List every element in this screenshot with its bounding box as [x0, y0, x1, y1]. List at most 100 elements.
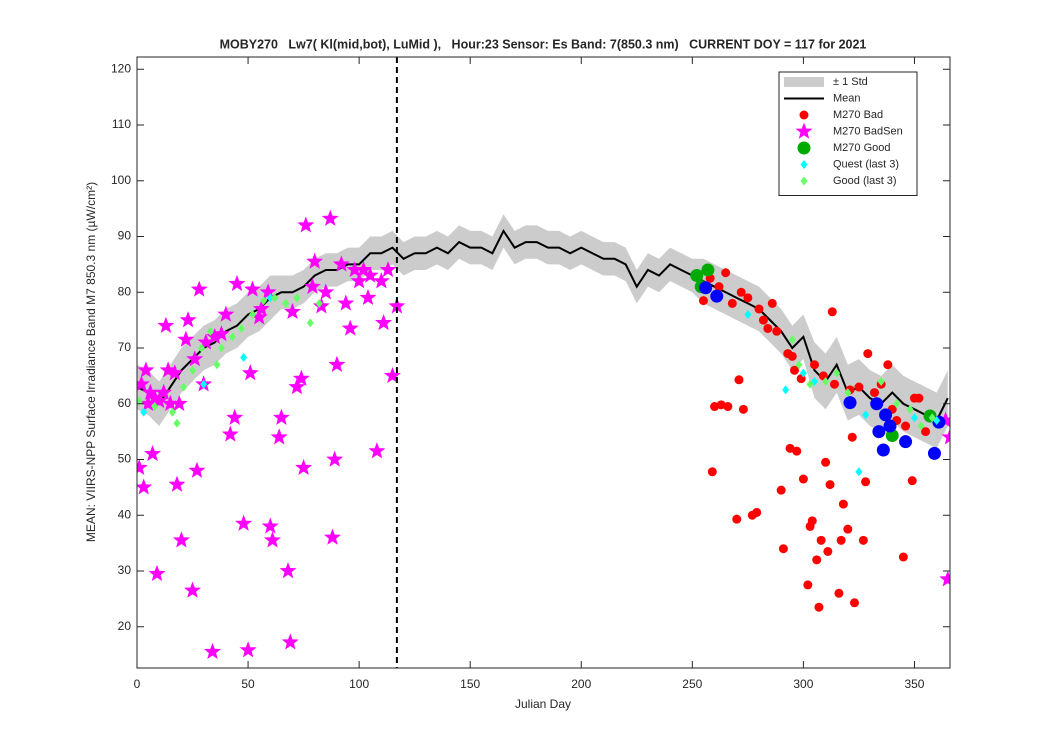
star-marker [157, 316, 175, 333]
axes-box [136, 56, 951, 669]
circle-marker [814, 602, 824, 612]
circle-marker [714, 282, 724, 292]
star-marker [137, 478, 153, 495]
diamond-marker [906, 404, 914, 414]
y-tick-label: 20 [118, 619, 132, 633]
circle-marker [907, 476, 917, 486]
circle-marker [838, 499, 848, 509]
star-marker [235, 514, 253, 531]
legend-label: ± 1 Std [833, 76, 868, 88]
circle-marker [776, 485, 786, 495]
star-marker [326, 450, 344, 467]
diamond-marker [173, 418, 181, 428]
y-tick-label: 30 [118, 563, 132, 577]
diamond-marker [200, 379, 208, 389]
star-marker [306, 252, 324, 269]
star-marker [166, 364, 184, 381]
diamond-marker [266, 293, 274, 303]
star-marker [261, 517, 279, 534]
diamond-marker [169, 407, 177, 417]
circle-marker [754, 304, 764, 314]
star-marker [190, 280, 208, 297]
circle-marker [812, 555, 822, 565]
star-marker [292, 369, 310, 386]
circle-marker [758, 315, 768, 325]
legend: ± 1 Std Mean M270 Bad M270 BadSen M270 Good Q… [778, 71, 918, 196]
legend-swatch [784, 77, 824, 87]
circle-marker [767, 298, 777, 308]
y-tick-label: 50 [118, 452, 132, 466]
circle-marker [701, 263, 715, 277]
circle-marker [710, 289, 724, 303]
star-marker [323, 528, 341, 545]
diamond-marker [197, 343, 205, 353]
circle-marker [699, 281, 713, 295]
circle-marker [736, 287, 746, 297]
y-tick-label: 90 [118, 229, 132, 243]
std-band [137, 214, 948, 449]
star-marker [217, 305, 235, 322]
diamond-marker [917, 421, 925, 431]
circle-marker [854, 382, 864, 392]
star-marker [244, 280, 261, 297]
x-axis-label: Julian Day [515, 697, 571, 711]
star-marker [148, 564, 166, 582]
legend-label: M270 Bad [833, 109, 883, 121]
circle-marker [810, 360, 819, 370]
circle-marker [843, 396, 857, 410]
star-marker [350, 272, 368, 289]
star-marker [172, 531, 190, 548]
y-tick-label: 80 [118, 284, 132, 298]
diamond-marker [237, 323, 245, 333]
diamond-marker [137, 396, 143, 406]
circle-marker [743, 293, 753, 303]
plot-area [137, 209, 950, 660]
star-marker [221, 425, 239, 442]
diamond-marker [822, 376, 830, 386]
star-marker [939, 570, 950, 587]
circle-marker [869, 388, 879, 398]
circle-marker [821, 457, 831, 467]
y-tick-label: 100 [111, 173, 131, 187]
diamond-marker [249, 310, 257, 320]
x-tick-label: 50 [241, 677, 255, 691]
star-marker [226, 408, 244, 425]
y-axis-label: MEAN: VIIRS-NPP Surface Irradiance Band … [84, 182, 98, 542]
diamond-marker [217, 343, 225, 353]
y-tick-label: 110 [112, 117, 131, 131]
y-tick-label: 60 [118, 396, 132, 410]
diamond-marker [206, 326, 214, 336]
diamond-marker [855, 467, 863, 477]
star-marker [295, 458, 313, 476]
circle-marker [738, 404, 748, 414]
star-marker [252, 300, 270, 317]
circle-marker [752, 507, 762, 517]
circle-marker [921, 427, 931, 437]
star-marker [372, 272, 390, 289]
x-tick-label: 200 [571, 677, 591, 691]
star-marker [177, 330, 195, 347]
diamond-marker [782, 385, 790, 395]
star-marker [941, 428, 950, 445]
legend-label: Good (last 3) [833, 175, 897, 187]
star-marker [337, 294, 355, 311]
diamond-marker [180, 382, 188, 392]
star-marker [168, 475, 186, 492]
circle-marker [732, 514, 742, 524]
circle-marker [847, 432, 857, 442]
circle-marker [870, 397, 884, 411]
circle-marker [807, 516, 817, 526]
star-marker [137, 458, 148, 476]
star-marker [228, 274, 246, 292]
circle-marker [883, 360, 893, 370]
x-tick-label: 250 [682, 677, 702, 691]
diamond-marker [799, 368, 807, 378]
star-marker [179, 311, 197, 328]
star-marker [259, 283, 277, 300]
diamond-marker [788, 335, 796, 345]
star-marker [341, 319, 359, 336]
circle-marker [827, 307, 837, 317]
star-marker [188, 461, 206, 478]
star-marker [204, 642, 222, 660]
circle-marker [914, 393, 924, 403]
